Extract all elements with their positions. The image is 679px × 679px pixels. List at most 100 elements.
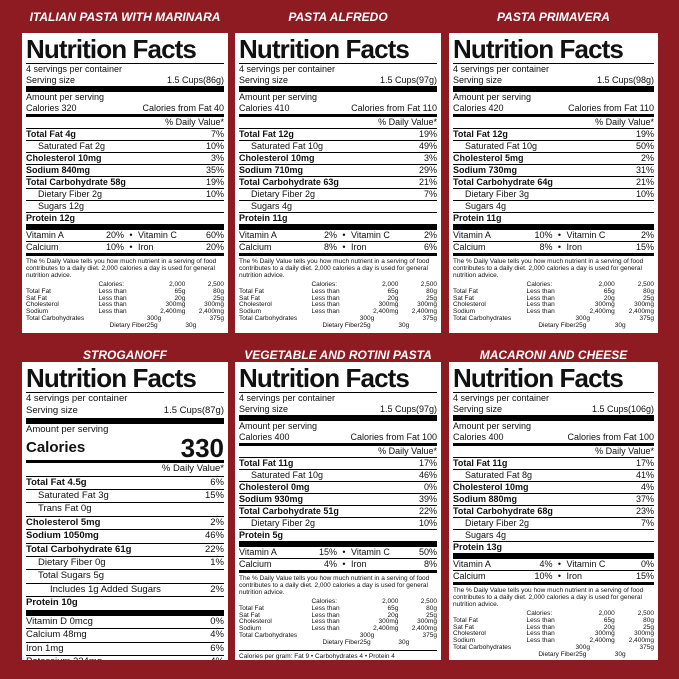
nutrient-label: Dietary Fiber 2g (251, 189, 316, 199)
serving-size-line: Serving size 1.5 Cups(87g) (26, 405, 224, 417)
table-cell: 2,400mg (373, 625, 399, 633)
table-cell: 20g (603, 294, 615, 302)
table-cell: Less than (526, 301, 555, 309)
heading: Nutrition Facts (453, 34, 624, 64)
table-cell: 65g (387, 287, 399, 295)
table-cell: 300mg (165, 301, 186, 309)
table-cell: Less than (526, 637, 555, 645)
vitamin-cell: Calcium (453, 242, 486, 252)
calories: Calories 400 (453, 432, 504, 442)
dv-table: Calories: 2,000 2,500 Total Fat Less than 65g… (453, 610, 654, 659)
vitamin-row: Vitamin A 10% • Vitamin C 2% (453, 224, 654, 241)
nutrient-row: Protein 11g (239, 212, 437, 224)
nutrient-dv: 21% (418, 177, 437, 187)
servings-line: 4 servings per container (239, 393, 437, 404)
nutrient-dv: 46% (204, 530, 224, 542)
panel-title: ITALIAN PASTA WITH MARINARA (29, 10, 221, 24)
vitamin-cell: 10% (534, 230, 553, 240)
vitamin-cell: 50% (418, 547, 437, 557)
servings: 4 servings per container (26, 393, 128, 404)
nutrient-dv: 19% (418, 129, 437, 139)
nutrient-row: Saturated Fat 10g 49% (239, 140, 437, 152)
nutrition-label: Nutrition Facts 4 servings per container S… (22, 33, 228, 333)
nutrient-dv: 46% (418, 470, 437, 480)
nutrient-label: Dietary Fiber 0g (38, 557, 106, 569)
nutrient-row: Total Carbohydrate 58g 19% (26, 176, 224, 188)
table-header: 2,500 (637, 281, 654, 288)
vitamin-cell: Vitamin A (453, 230, 491, 240)
vitamin-row: Vitamin A 15% • Vitamin C 50% (239, 541, 437, 558)
table-cell: 300mg (594, 301, 615, 309)
nutrient-dv: 37% (635, 494, 654, 504)
nutrient-dv: 10% (418, 518, 437, 528)
nutrient-row: Sugars 4g (239, 200, 437, 212)
nutrient-dv: 2% (210, 516, 224, 528)
nutrient-dv: 7% (210, 129, 224, 139)
calories: Calories (26, 439, 86, 457)
table-cell: Cholesterol (239, 618, 272, 626)
nutrient-row: Saturated Fat 3g 15% (26, 489, 224, 502)
table-header: 2,500 (637, 610, 654, 617)
servings-line: 4 servings per container (239, 64, 437, 75)
table-cell: 65g (174, 287, 186, 295)
table-header: 2,500 (207, 281, 224, 288)
serving-size: 1.5 Cups(86g) (166, 75, 224, 85)
nutrient-label: Sodium 840mg (26, 165, 91, 175)
table-cell: Sat Fat (239, 294, 260, 302)
table-cell: 300mg (417, 618, 437, 626)
servings-line: 4 servings per container (453, 393, 654, 404)
nutrient-label: Saturated Fat 3g (38, 490, 109, 502)
vitamin-cell: 8% (423, 559, 437, 569)
nutrient-dv: 22% (418, 506, 437, 516)
nutrient-row: Dietary Fiber 2g 7% (239, 188, 437, 200)
vitamin-cell: 0% (640, 559, 654, 569)
nutrient-label: Sodium 930mg (239, 494, 304, 504)
nutrient-label: Protein 13g (453, 542, 503, 552)
nutrient-label: Cholesterol 5mg (453, 153, 524, 163)
nutrient-dv: 3% (423, 153, 437, 163)
serving-label: Serving size (239, 75, 289, 85)
nutrient-row: Cholesterol 0mg 0% (239, 481, 437, 493)
calories-line: Calories 320 Calories from Fat 40 (26, 103, 224, 114)
dv-header-line: % Daily Value* (453, 443, 654, 457)
table-cell: 375g (639, 643, 654, 651)
serving-label: Serving size (26, 75, 76, 85)
dv-header-line: % Daily Value* (26, 460, 224, 475)
table-header: 2,000 (382, 598, 399, 605)
nutrient-label: Dietary Fiber 2g (465, 518, 530, 528)
nutrient-row: Sugars 12g (26, 200, 224, 212)
nutrient-row: Sugars 4g (453, 200, 654, 212)
servings: 4 servings per container (239, 64, 336, 74)
nutrient-label: Includes 1g Added Sugars (50, 583, 161, 595)
footnote-text: The % Daily Value tells you how much nut… (453, 258, 644, 279)
vitamin-cell: 2% (640, 230, 654, 240)
table-header: 2,000 (169, 281, 186, 288)
nutrient-label: Saturated Fat 10g (251, 141, 324, 151)
dv-header-line: % Daily Value* (239, 114, 437, 128)
table-header: Calories: (98, 281, 125, 288)
table-cell: 375g (422, 314, 437, 322)
nutrient-row: Total Carbohydrate 63g 21% (239, 176, 437, 188)
table-cell: 20g (387, 611, 399, 619)
nutrient-dv: 4% (640, 482, 654, 492)
nutrient-row: Total Carbohydrate 51g 22% (239, 505, 437, 517)
servings-line: 4 servings per container (26, 393, 224, 405)
table-cell: Cholesterol (239, 301, 272, 309)
nutrient-row: Dietary Fiber 2g 10% (26, 188, 224, 200)
amount-line: Amount per serving (26, 86, 224, 103)
vitamin-cell: Vitamin A (239, 230, 277, 240)
amount-label: Amount per serving (453, 421, 532, 431)
table-cell: 25g (146, 321, 158, 329)
panel-title: PASTA ALFREDO (288, 10, 388, 24)
vitamin-row: Calcium 10% • Iron 15% (453, 570, 654, 582)
calories-from-fat: Calories from Fat 100 (567, 432, 654, 442)
nutrient-row: Total Fat 12g 19% (453, 128, 654, 140)
servings: 4 servings per container (453, 64, 550, 74)
table-cell: 20g (387, 294, 399, 302)
servings: 4 servings per container (239, 393, 336, 403)
dv-header: % Daily Value* (165, 117, 224, 127)
nutrient-label: Saturated Fat 8g (465, 470, 533, 480)
serving-size: 1.5 Cups(98g) (596, 75, 654, 85)
mineral-row: Potassium 224mg 4% (26, 654, 224, 660)
table-cell: 25g (575, 321, 587, 329)
